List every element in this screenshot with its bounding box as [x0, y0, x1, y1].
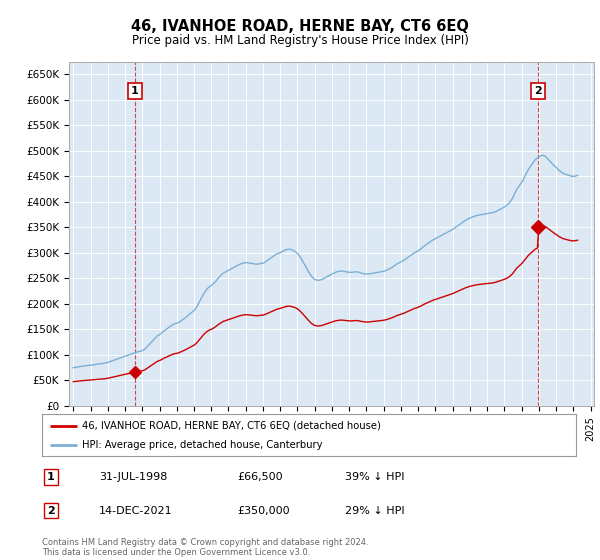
Text: 2: 2	[534, 86, 542, 96]
Text: 1: 1	[47, 472, 55, 482]
Text: £66,500: £66,500	[237, 472, 283, 482]
Text: 14-DEC-2021: 14-DEC-2021	[99, 506, 173, 516]
Text: Contains HM Land Registry data © Crown copyright and database right 2024.
This d: Contains HM Land Registry data © Crown c…	[42, 538, 368, 557]
Text: 39% ↓ HPI: 39% ↓ HPI	[345, 472, 404, 482]
Text: 2: 2	[47, 506, 55, 516]
Text: 31-JUL-1998: 31-JUL-1998	[99, 472, 167, 482]
Text: HPI: Average price, detached house, Canterbury: HPI: Average price, detached house, Cant…	[82, 440, 323, 450]
Text: Price paid vs. HM Land Registry's House Price Index (HPI): Price paid vs. HM Land Registry's House …	[131, 34, 469, 47]
Text: 29% ↓ HPI: 29% ↓ HPI	[345, 506, 404, 516]
Text: 1: 1	[131, 86, 139, 96]
Text: 46, IVANHOE ROAD, HERNE BAY, CT6 6EQ: 46, IVANHOE ROAD, HERNE BAY, CT6 6EQ	[131, 20, 469, 34]
Text: 46, IVANHOE ROAD, HERNE BAY, CT6 6EQ (detached house): 46, IVANHOE ROAD, HERNE BAY, CT6 6EQ (de…	[82, 421, 381, 431]
Text: £350,000: £350,000	[237, 506, 290, 516]
